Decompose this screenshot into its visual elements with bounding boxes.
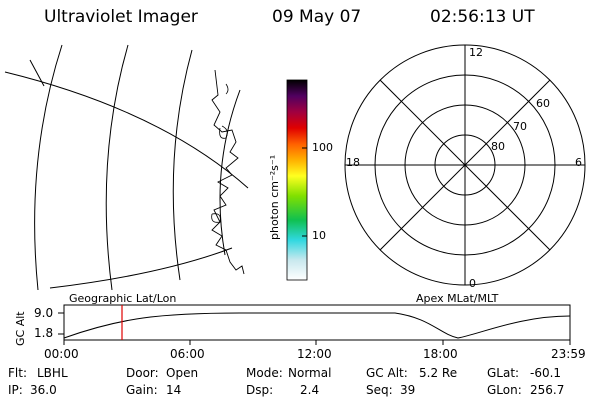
ip-value: 36.0 <box>30 383 57 397</box>
seq-value: 39 <box>400 383 416 397</box>
map-grid-line <box>49 247 233 289</box>
orbit-x-tick-label: 06:00 <box>170 347 205 361</box>
glat-value: -60.1 <box>530 366 562 380</box>
flt-value: LBHL <box>37 366 68 380</box>
polar-diagonal <box>379 79 551 251</box>
polar-mlt-label: 6 <box>575 156 582 169</box>
glat-label: GLat: <box>487 366 520 380</box>
gcalt-value: 5.2 Re <box>419 366 458 380</box>
gain-label: Gain: <box>126 383 158 397</box>
polar-lat-label: 80 <box>491 140 505 153</box>
polar-lat-label: 70 <box>513 120 527 133</box>
glon-value: 256.7 <box>530 383 565 397</box>
orbit-x-tick-label: 00:00 <box>44 347 79 361</box>
colorbar-tick-label: 10 <box>312 229 326 242</box>
time-label: 02:56:13 UT <box>430 7 535 27</box>
orbit-right-label: Apex MLat/MLT <box>416 292 499 305</box>
polar-lat-label: 60 <box>536 97 550 110</box>
polar-mlt-label: 12 <box>469 46 483 59</box>
polar-mlt-label: 18 <box>346 156 360 169</box>
flt-label: Flt: <box>8 366 27 380</box>
app-title: Ultraviolet Imager <box>44 7 198 27</box>
orbit-plot <box>58 304 571 345</box>
door-value: Open <box>166 366 199 380</box>
mode-value: Normal <box>288 366 332 380</box>
map-grid-line <box>219 89 241 256</box>
orbit-y-top-label: 9.0 <box>34 306 54 320</box>
map-grid-line <box>172 49 193 281</box>
coastline-island <box>219 125 228 139</box>
orbit-altitude-curve <box>63 312 571 339</box>
dsp-label: Dsp: <box>246 383 274 397</box>
orbit-axis-title: GC Alt <box>14 311 27 346</box>
colorbar-tick-label: 100 <box>312 141 333 154</box>
colorbar-gradient <box>286 79 308 281</box>
map-grid-line <box>4 71 249 189</box>
map-grid-line <box>105 44 129 290</box>
orbit-y-bottom-label: 1.8 <box>34 326 54 340</box>
coastline-island <box>225 83 229 95</box>
seq-label: Seq: <box>366 383 393 397</box>
colorbar-label: photon cm⁻²s⁻¹ <box>268 155 281 240</box>
orbit-x-tick-label: 12:00 <box>297 347 332 361</box>
map-grid-line <box>29 59 45 87</box>
geographic-map <box>4 44 249 290</box>
door-label: Door: <box>126 366 159 380</box>
coastline <box>211 69 245 275</box>
orbit-left-label: Geographic Lat/Lon <box>69 292 177 305</box>
mode-label: Mode: <box>246 366 283 380</box>
polar-mlt-label: 0 <box>469 277 476 290</box>
orbit-frame <box>63 304 571 341</box>
coastline-island <box>211 213 221 223</box>
gain-value: 14 <box>166 383 182 397</box>
polar-plot <box>344 44 586 286</box>
dsp-value: 2.4 <box>300 383 320 397</box>
colorbar <box>286 79 308 281</box>
gcalt-label: GC Alt: <box>366 366 408 380</box>
map-grid-line <box>34 44 63 290</box>
orbit-x-tick-label: 18:00 <box>423 347 458 361</box>
date-label: 09 May 07 <box>272 7 362 27</box>
ip-label: IP: <box>8 383 23 397</box>
orbit-x-tick-label: 23:59 <box>551 347 586 361</box>
glon-label: GLon: <box>487 383 522 397</box>
